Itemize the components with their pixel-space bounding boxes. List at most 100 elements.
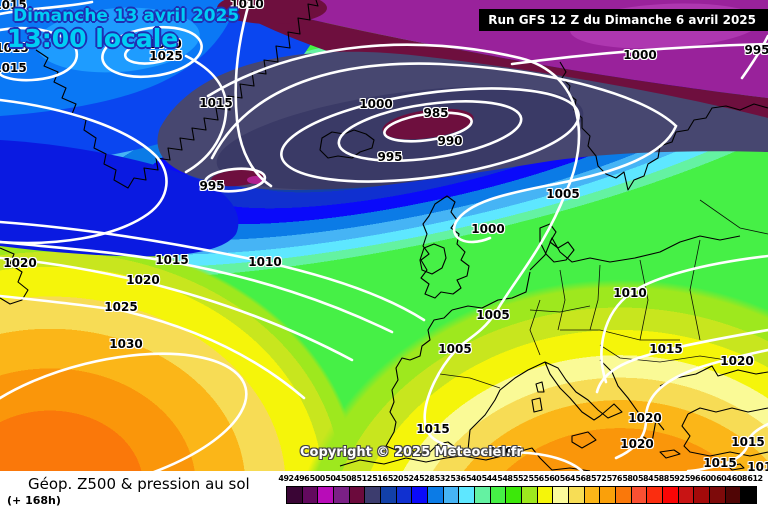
isobar-label: 995 xyxy=(744,43,768,57)
forecast-lead-time: (+ 168h) xyxy=(7,494,61,507)
isobar-label: 1020 xyxy=(126,273,160,287)
run-info-box: Run GFS 12 Z du Dimanche 6 avril 2025 xyxy=(479,9,768,31)
isobar-label: 995 xyxy=(199,179,225,193)
legend-footer: Géop. Z500 & pression au sol (+ 168h) 49… xyxy=(0,471,768,512)
colorbar-swatch xyxy=(287,487,303,503)
isobar-label: 1020 xyxy=(620,437,654,451)
colorbar-swatch xyxy=(349,487,366,503)
color-scale: 492 496 500 504 508 512 516 520 524 528 532 536 540 5… xyxy=(278,474,763,504)
isobar-label: 1020 xyxy=(148,37,182,51)
colorbar-swatch xyxy=(318,487,335,503)
colorbar-swatch xyxy=(365,487,382,503)
colorbar-tick: 524 xyxy=(403,474,419,483)
colorbar-swatch xyxy=(710,487,726,503)
colorbar-tick: 492 xyxy=(278,474,294,483)
isobar-label: 1015 xyxy=(731,435,765,449)
colorbar-tick: 528 xyxy=(419,474,435,483)
colorbar-tick: 552 xyxy=(512,474,529,483)
colorbar-tick: 504 xyxy=(325,474,341,483)
colorbar-swatch xyxy=(522,487,538,503)
colorbar-swatch xyxy=(678,487,695,503)
colorbar-tick: 608 xyxy=(731,474,748,483)
isobar-label: 1015 xyxy=(0,41,29,55)
colorbar-tick: 604 xyxy=(716,474,732,483)
colorbar-swatch xyxy=(459,487,476,503)
colorbar-tick: 516 xyxy=(372,474,388,483)
gfs-map: 1015101010201025101510151015995100098599… xyxy=(0,0,768,471)
isobar-label: 985 xyxy=(423,106,449,120)
isobar-label: 1000 xyxy=(471,222,505,236)
colorbar-tick: 512 xyxy=(356,474,373,483)
isobar-label: 1015 xyxy=(416,422,450,436)
colorbar-swatch xyxy=(537,487,554,503)
colorbar-tick: 556 xyxy=(528,474,545,483)
colorbar-tick: 600 xyxy=(700,474,716,483)
isobar-label: 1005 xyxy=(488,445,522,459)
isobar-label: 1010 xyxy=(747,460,768,471)
isobar-label: 1015 xyxy=(649,342,683,356)
isobar-label: 1010 xyxy=(613,286,647,300)
isobar-label: 1020 xyxy=(720,354,754,368)
colorbar-swatch xyxy=(302,487,319,503)
isobar-label: 1015 xyxy=(155,253,189,267)
colorbar-swatch xyxy=(553,487,570,503)
isobar-label: 990 xyxy=(437,134,463,148)
colorbar-tick: 560 xyxy=(544,474,560,483)
colorbar-swatch xyxy=(584,487,601,503)
colorbar-tick: 496 xyxy=(294,474,310,483)
colorbar-tick: 544 xyxy=(481,474,498,483)
isobar-label: 1000 xyxy=(359,97,393,111)
isobar-label: 1015 xyxy=(0,61,27,75)
isobar-label: 1010 xyxy=(248,255,282,269)
colorbar-tick: 584 xyxy=(637,474,654,483)
colorbar-tick: 508 xyxy=(340,474,357,483)
colorbar-swatch xyxy=(725,487,742,503)
country-borders xyxy=(439,199,768,389)
isobar-label: 1025 xyxy=(149,49,183,63)
isobar-label: 1015 xyxy=(703,456,737,470)
colorbar-swatch xyxy=(647,487,664,503)
run-info-label: Run GFS 12 Z du Dimanche 6 avril 2025 xyxy=(488,13,756,27)
colorbar-swatch xyxy=(694,487,711,503)
colorbar-tick: 540 xyxy=(465,474,482,483)
isobar-label: 1005 xyxy=(438,342,472,356)
isobar-label: 1010 xyxy=(230,0,264,11)
valid-time-label: 13:00 locale xyxy=(7,24,179,53)
isobar-label: 1025 xyxy=(104,300,138,314)
isobar-label: 1005 xyxy=(476,308,510,322)
colorbar-tick: 536 xyxy=(450,474,466,483)
valid-date-label: Dimanche 13 avril 2025 xyxy=(13,6,240,26)
colorbar-tick: 572 xyxy=(591,474,607,483)
colorbar-swatch xyxy=(663,487,679,503)
color-scale-ticks: 492 496 500 504 508 512 516 520 524 528 532 536 540 5… xyxy=(278,474,763,485)
product-title: Géop. Z500 & pression au sol xyxy=(28,475,250,493)
geopotential-field xyxy=(0,0,768,471)
colorbar-tick: 532 xyxy=(434,474,451,483)
colorbar-swatch xyxy=(741,487,757,503)
colorbar-swatch xyxy=(600,487,617,503)
colorbar-swatch xyxy=(506,487,523,503)
colorbar-tick: 588 xyxy=(653,474,670,483)
isobar-label: 1030 xyxy=(109,337,143,351)
colorbar-swatch xyxy=(412,487,429,503)
colorbar-tick: 576 xyxy=(606,474,623,483)
isobar-label: 1015 xyxy=(199,96,233,110)
isobar-label: 995 xyxy=(377,150,403,164)
isobar-label: 1005 xyxy=(546,187,580,201)
isobar-label: 1000 xyxy=(623,48,657,62)
isobar-label: 1015 xyxy=(0,0,27,12)
isobars xyxy=(0,0,768,471)
colorbar-tick: 520 xyxy=(387,474,404,483)
copyright-label: Copyright © 2025 Meteociel.fr xyxy=(300,445,523,460)
colorbar-tick: 568 xyxy=(575,474,591,483)
colorbar-swatch xyxy=(616,487,632,503)
colorbar-tick: 564 xyxy=(559,474,576,483)
colorbar-swatch xyxy=(443,487,460,503)
colorbar-swatch xyxy=(490,487,507,503)
colorbar-swatch xyxy=(334,487,350,503)
colorbar-swatch xyxy=(381,487,397,503)
colorbar-swatch xyxy=(396,487,413,503)
colorbar-tick: 596 xyxy=(684,474,701,483)
colorbar-swatch xyxy=(569,487,585,503)
